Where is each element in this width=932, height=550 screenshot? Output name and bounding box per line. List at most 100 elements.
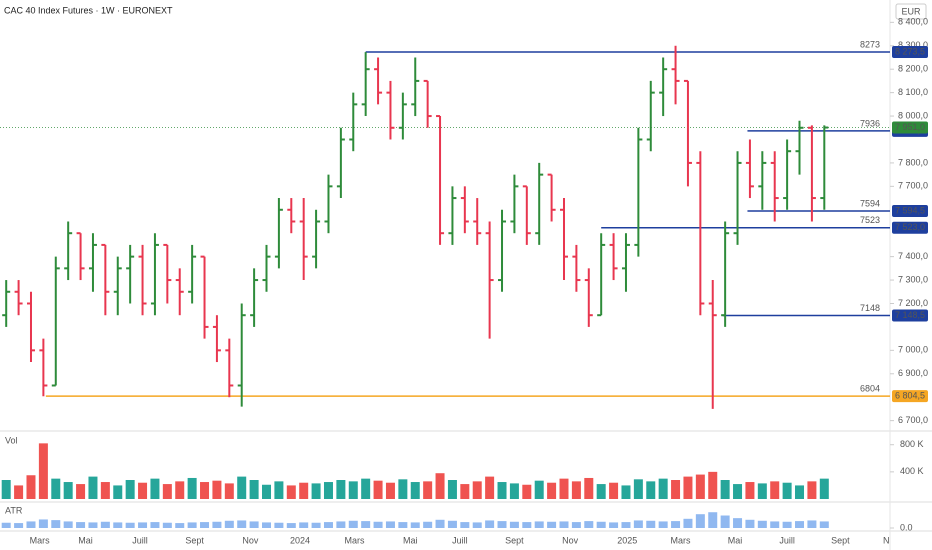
atr-bar [187, 522, 197, 528]
atr-bar [348, 520, 358, 528]
x-tick-label: Juill [452, 535, 468, 545]
volume-bar [100, 482, 110, 499]
atr-bar [237, 520, 247, 528]
atr-bar [249, 521, 259, 528]
atr-bar [175, 523, 185, 528]
x-tick-label: Juill [779, 535, 795, 545]
volume-bar [584, 477, 594, 499]
level-label: 6804 [860, 384, 880, 394]
level-badge-label: 6 804,5 [895, 391, 925, 401]
level-badge [892, 309, 928, 322]
volume-bar [361, 478, 371, 499]
atr-bar [200, 522, 210, 528]
x-tick-label: Juill [132, 535, 148, 545]
volume-bar [162, 484, 172, 499]
volume-bar [757, 483, 767, 499]
volume-bar [212, 480, 222, 499]
atr-bar [38, 519, 48, 528]
atr-bar [274, 522, 284, 528]
atr-bar [472, 522, 482, 528]
atr-bar [522, 522, 532, 528]
volume-bar [286, 485, 296, 499]
volume-bar [658, 478, 668, 499]
volume-bar [795, 485, 805, 499]
atr-bar [509, 521, 519, 528]
volume-bar [336, 480, 346, 499]
volume-bar [671, 480, 681, 499]
level-label: 7594 [860, 198, 880, 208]
volume-bar [745, 482, 755, 499]
volume-bar [497, 482, 507, 499]
volume-bar [262, 484, 272, 499]
y-tick-label: 6 900,0 [898, 368, 928, 378]
atr-bar [596, 521, 606, 528]
currency-button[interactable] [895, 3, 927, 20]
level-badge-label: 7 594,5 [895, 205, 925, 215]
atr-bar [125, 522, 135, 528]
volume-bar [398, 479, 408, 499]
panel-title: ATR [5, 505, 23, 515]
atr-bar [671, 521, 681, 528]
atr-bar [212, 521, 222, 528]
atr-bar [534, 521, 544, 528]
x-tick-label: Mai [403, 535, 418, 545]
level-badge [892, 221, 928, 234]
volume-bar [782, 482, 792, 499]
atr-bar [373, 521, 383, 528]
chart-title: CAC 40 Index Futures · 1W · EURONEXT [4, 5, 173, 15]
atr-bar [162, 522, 172, 528]
x-tick-label: Sept [831, 535, 850, 545]
volume-bar [819, 478, 829, 499]
volume-bar [423, 481, 433, 499]
atr-bar [299, 522, 309, 528]
volume-bar [138, 482, 148, 499]
volume-bar [534, 480, 544, 499]
volume-bar [460, 484, 470, 499]
y-tick-label: 8 200,0 [898, 64, 928, 74]
level-badge-label: 8 273,5 [895, 46, 925, 56]
y-tick-label: 0.0 [900, 522, 913, 532]
volume-bar [509, 483, 519, 499]
x-tick-label: Mai [728, 535, 743, 545]
y-tick-label: 8 100,0 [898, 87, 928, 97]
volume-bar [237, 476, 247, 499]
volume-bar [63, 482, 73, 499]
volume-bar [447, 480, 457, 499]
level-badge-label: 7 523,0 [895, 222, 925, 232]
atr-bar [100, 521, 110, 528]
level-label: 8273 [860, 39, 880, 49]
level-badge [892, 390, 928, 403]
y-tick-label: 7 700,0 [898, 181, 928, 191]
atr-bar [621, 522, 631, 528]
volume-bar [385, 482, 395, 499]
y-tick-label: 6 700,0 [898, 415, 928, 425]
x-tick-label: Sept [505, 535, 524, 545]
volume-bar [571, 481, 581, 499]
volume-bar [299, 482, 309, 499]
y-tick-label: 7 300,0 [898, 274, 928, 284]
atr-bar [720, 515, 730, 528]
y-tick-label: 7 000,0 [898, 345, 928, 355]
atr-bar [485, 520, 495, 528]
atr-bar [51, 520, 61, 528]
atr-bar [447, 520, 457, 528]
level-label: 7936 [860, 118, 880, 128]
x-tick-label: Nov [242, 535, 259, 545]
currency[interactable]: EUR [901, 6, 921, 16]
x-tick-label: Sept [185, 535, 204, 545]
atr-bar [497, 521, 507, 528]
x-tick-label: Mars [30, 535, 50, 545]
atr-bar [361, 521, 371, 528]
level-label: 7148 [860, 303, 880, 313]
atr-bar [286, 523, 296, 528]
atr-bar [633, 520, 643, 528]
atr-bar [782, 521, 792, 528]
level-badge-label: 7 148,5 [895, 310, 925, 320]
x-tick-label: 2025 [617, 535, 637, 545]
x-tick-label: Mai [78, 535, 93, 545]
volume-bar [485, 476, 495, 499]
atr-bar [795, 521, 805, 528]
atr-bar [336, 521, 346, 528]
volume-bar [435, 473, 445, 499]
volume-bar [200, 482, 210, 499]
